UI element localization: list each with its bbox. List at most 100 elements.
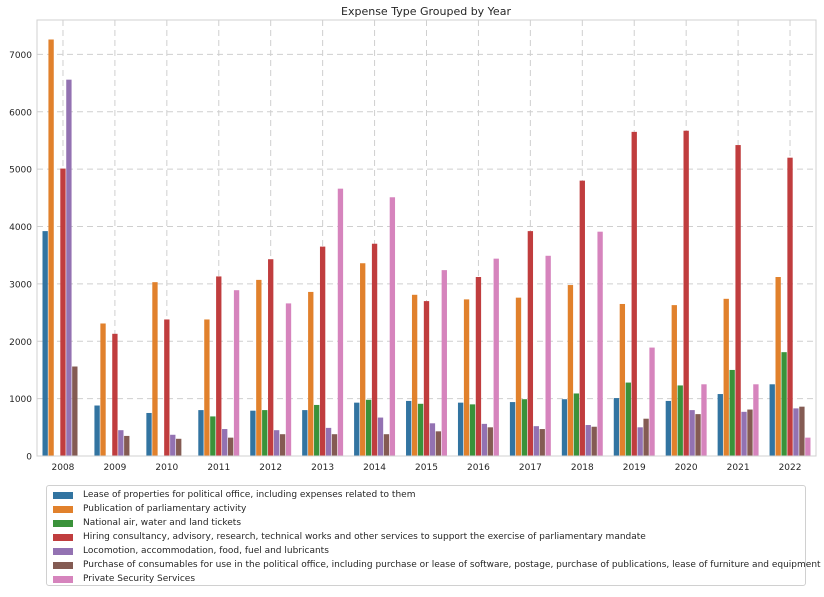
legend-label: Purchase of consumables for use in the p… xyxy=(83,560,821,570)
bar xyxy=(435,431,442,456)
bar xyxy=(701,384,707,456)
x-tick-label: 2018 xyxy=(571,463,594,473)
legend-label: National air, water and land tickets xyxy=(83,518,242,528)
bar xyxy=(457,402,464,456)
bar xyxy=(793,408,799,456)
x-tick-label: 2012 xyxy=(259,463,282,473)
bar xyxy=(515,297,522,456)
x-tick-label: 2019 xyxy=(623,463,646,473)
bar xyxy=(723,298,729,456)
bar xyxy=(377,417,384,456)
bar xyxy=(539,429,545,456)
bar xyxy=(677,385,683,456)
legend-label: Locomotion, accommodation, food, fuel an… xyxy=(83,546,329,556)
legend-swatch xyxy=(53,505,73,513)
legend-label: Lease of properties for political office… xyxy=(83,490,416,500)
bar xyxy=(493,258,499,456)
bar xyxy=(285,303,292,456)
bar xyxy=(527,231,534,456)
legend-swatch xyxy=(53,491,73,499)
bar xyxy=(597,231,603,456)
bar xyxy=(769,384,775,456)
bar xyxy=(354,402,360,456)
bar xyxy=(94,405,100,456)
bar xyxy=(665,400,672,456)
y-tick-label: 1000 xyxy=(9,395,32,405)
legend-label: Private Security Services xyxy=(83,574,196,584)
bar xyxy=(152,282,158,456)
bar xyxy=(411,294,418,456)
bar xyxy=(799,406,805,456)
bar xyxy=(631,131,637,457)
bar xyxy=(735,145,741,456)
legend-label: Publication of parliamentary activity xyxy=(83,504,247,514)
plot-frame xyxy=(36,19,817,457)
x-tick-label: 2015 xyxy=(415,463,438,473)
chart-title: Expense Type Grouped by Year xyxy=(341,5,511,18)
bar xyxy=(619,303,626,456)
bar xyxy=(591,426,597,456)
legend-item: Locomotion, accommodation, food, fuel an… xyxy=(53,544,805,558)
bar xyxy=(308,291,314,456)
bar xyxy=(423,301,430,456)
bar xyxy=(337,188,344,457)
bar xyxy=(371,243,378,456)
bar xyxy=(463,299,470,456)
y-tick-label: 7000 xyxy=(9,51,32,61)
bar xyxy=(775,277,781,456)
bar xyxy=(48,39,54,457)
bar xyxy=(72,366,78,456)
legend-swatch xyxy=(53,547,73,555)
bar xyxy=(613,398,620,456)
bar xyxy=(365,399,372,456)
legend-swatch xyxy=(53,575,73,583)
bar xyxy=(256,279,262,456)
y-tick-label: 0 xyxy=(26,453,32,463)
axis-layer: 0 1000 2000 3000 4000 5000 6000 7000 2008 2009 201… xyxy=(9,19,817,473)
bar xyxy=(273,430,280,456)
bar xyxy=(60,168,66,456)
legend-swatch xyxy=(53,561,73,569)
bar xyxy=(302,410,308,456)
bar xyxy=(146,412,152,456)
y-tick-label: 3000 xyxy=(9,280,32,290)
bar xyxy=(741,411,747,456)
bar xyxy=(695,414,701,456)
bar xyxy=(637,427,643,456)
bar xyxy=(233,290,240,456)
x-tick-label: 2021 xyxy=(727,463,750,473)
legend-item: Private Security Services xyxy=(53,572,805,586)
bar xyxy=(124,435,130,456)
bar xyxy=(625,382,631,456)
bar xyxy=(567,285,574,456)
legend-item: Hiring consultancy, advisory, research, … xyxy=(53,530,805,544)
y-tick-label: 4000 xyxy=(9,223,32,233)
x-tick-label: 2022 xyxy=(779,463,802,473)
y-tick-label: 6000 xyxy=(9,108,32,118)
bar xyxy=(164,319,170,456)
bar xyxy=(683,130,689,456)
bar xyxy=(579,180,585,456)
bar xyxy=(210,416,216,456)
legend-item: Purchase of consumables for use in the p… xyxy=(53,558,821,572)
x-tick-label: 2014 xyxy=(363,463,386,473)
y-tick-label: 2000 xyxy=(9,338,32,348)
bar xyxy=(521,399,528,456)
bar xyxy=(389,197,396,456)
bar xyxy=(262,410,268,456)
bar xyxy=(469,404,476,456)
bars-layer xyxy=(42,39,811,457)
bar xyxy=(475,277,482,456)
bar xyxy=(805,437,811,456)
bar xyxy=(42,231,48,456)
bar xyxy=(509,402,516,456)
bar xyxy=(118,430,124,456)
bar xyxy=(787,157,793,456)
bar xyxy=(729,369,735,456)
bar xyxy=(250,410,256,456)
bar xyxy=(585,425,591,456)
bar xyxy=(643,418,649,456)
bar xyxy=(573,393,580,456)
